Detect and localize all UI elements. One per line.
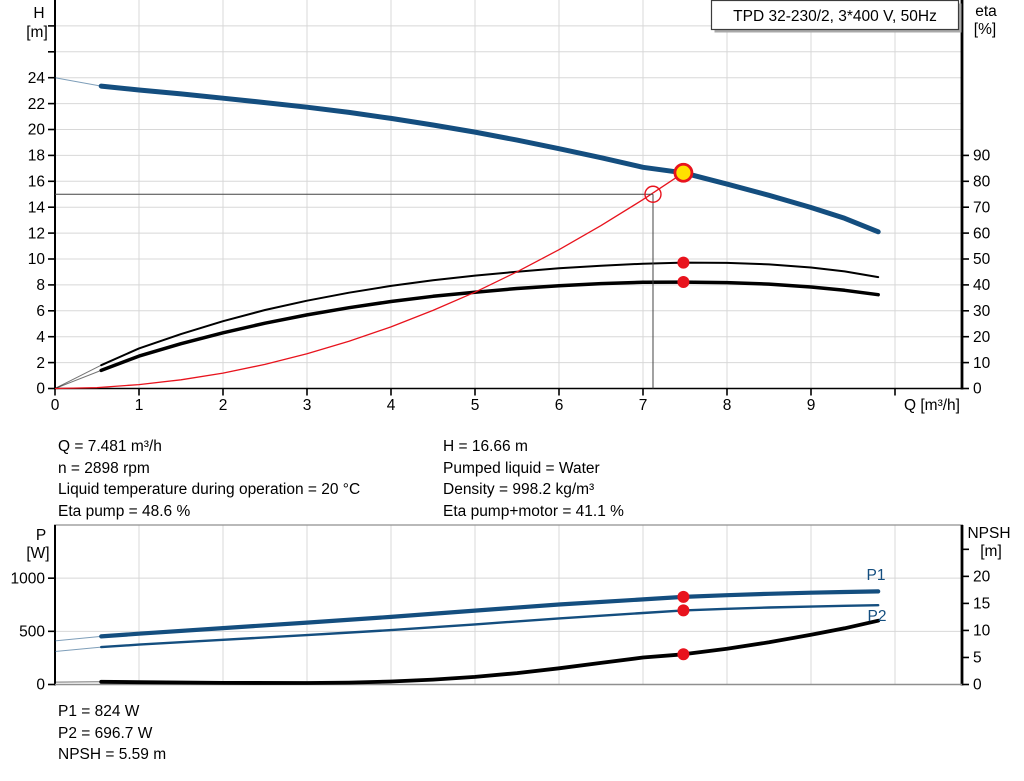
p2-series-label: P2 xyxy=(868,608,887,625)
info-line-temperature: Liquid temperature during operation = 20… xyxy=(58,481,361,499)
left-axis-tick-label: 12 xyxy=(28,225,45,242)
x-axis-tick-label: 5 xyxy=(471,397,480,414)
system-curve xyxy=(54,172,684,390)
npsh-axis-title: NPSH xyxy=(967,525,1010,542)
info-line-n: n = 2898 rpm xyxy=(58,459,150,477)
duty-point-marker xyxy=(673,162,694,183)
left-axis-tick-label: 18 xyxy=(28,148,45,165)
right-axis-tick-label: 30 xyxy=(973,303,991,320)
left-axis-tick-label: 1000 xyxy=(11,570,46,587)
x-axis-tick-label: 4 xyxy=(387,397,396,414)
x-axis-tick-label: 0 xyxy=(51,397,60,414)
info-line-p2: P2 = 696.7 W xyxy=(58,724,153,742)
x-axis-tick-label: 7 xyxy=(639,397,648,414)
left-axis-tick-label: 6 xyxy=(36,303,45,320)
left-axis-tick-label: 4 xyxy=(36,329,45,346)
value-dot-marker xyxy=(677,604,690,617)
right-axis-tick-label: 20 xyxy=(973,329,991,346)
P2-curve xyxy=(99,604,880,649)
left-axis-tick-label: 16 xyxy=(28,174,45,191)
p-axis-unit: [W] xyxy=(26,545,49,562)
P2-curve-lead-in xyxy=(54,646,102,652)
left-axis-tick-label: 0 xyxy=(36,677,45,694)
right-axis-tick-label: 50 xyxy=(973,251,991,268)
title-box: TPD 32-230/2, 3*400 V, 50Hz xyxy=(710,0,962,33)
value-dot-marker xyxy=(677,276,690,289)
info-line-npsh: NPSH = 5.59 m xyxy=(58,746,167,764)
left-axis-tick-label: 22 xyxy=(28,96,45,113)
info-line-eta-pump: Eta pump = 48.6 % xyxy=(58,502,191,520)
power-npsh-chart: 0 500 1000 0 5 10 15 20 xyxy=(11,524,991,694)
q-axis-title: Q [m³/h] xyxy=(904,397,960,414)
value-dot-marker xyxy=(677,256,690,269)
x-axis-tick-label: 2 xyxy=(219,397,228,414)
x-axis-tick-label: 6 xyxy=(555,397,564,414)
duty-info-left: Q = 7.481 m³/h n = 2898 rpm Liquid tempe… xyxy=(58,436,360,522)
power-info: P1 = 824 W P2 = 696.7 W NPSH = 5.59 m xyxy=(58,701,166,766)
right-axis-tick-label: 20 xyxy=(973,569,991,586)
right-axis-tick-label: 15 xyxy=(973,596,990,613)
info-line-liquid: Pumped liquid = Water xyxy=(443,459,600,477)
left-axis-tick-label: 20 xyxy=(28,122,46,139)
eta-pump-motor xyxy=(99,280,880,373)
eta-pump-motor-lead-in xyxy=(54,369,102,389)
p-axis-title: P xyxy=(36,527,46,544)
left-axis-tick-label: 500 xyxy=(19,624,45,641)
x-axis-tick-label: 8 xyxy=(723,397,732,414)
info-line-density: Density = 998.2 kg/m³ xyxy=(443,481,595,499)
right-axis-tick-label: 60 xyxy=(973,225,991,242)
right-axis-tick-label: 0 xyxy=(973,381,982,398)
info-line-q: Q = 7.481 m³/h xyxy=(58,438,162,455)
right-axis-tick-label: 10 xyxy=(973,355,991,372)
left-axis-tick-label: 8 xyxy=(36,277,45,294)
rated-point-marker xyxy=(644,185,662,203)
x-axis-tick-label: 9 xyxy=(807,397,816,414)
p1-series-label: P1 xyxy=(867,567,886,584)
QH-curve-lead-in xyxy=(54,77,102,87)
left-axis-tick-label: 24 xyxy=(28,70,46,87)
eta-pump-lead-in xyxy=(54,364,102,389)
right-axis-tick-label: 0 xyxy=(973,677,982,694)
x-axis-tick-label: 3 xyxy=(303,397,312,414)
chart-title: TPD 32-230/2, 3*400 V, 50Hz xyxy=(733,8,937,25)
right-axis-tick-label: 5 xyxy=(973,650,982,667)
P1-curve xyxy=(99,589,881,639)
left-axis-tick-label: 10 xyxy=(28,251,46,268)
info-line-eta-pump-motor: Eta pump+motor = 41.1 % xyxy=(443,502,624,520)
right-axis-tick-label: 70 xyxy=(973,199,991,216)
title-box-frame xyxy=(710,0,960,31)
left-axis-tick-label: 14 xyxy=(28,199,46,216)
P1-curve-lead-in xyxy=(54,635,102,642)
npsh-axis-unit: [m] xyxy=(980,543,1002,560)
right-axis-tick-label: 90 xyxy=(973,148,991,165)
eta-pump xyxy=(100,261,880,367)
right-axis-tick-label: 80 xyxy=(973,174,991,191)
right-axis-tick-label: 10 xyxy=(973,623,991,640)
eta-axis-unit: [%] xyxy=(974,21,996,38)
h-axis-unit: [m] xyxy=(26,24,48,41)
eta-axis-title: eta xyxy=(975,3,997,20)
value-dot-marker xyxy=(677,648,690,661)
info-line-h: H = 16.66 m xyxy=(443,438,528,455)
duty-info-right: H = 16.66 m Pumped liquid = Water Densit… xyxy=(443,436,624,522)
qh-eta-chart: 0246810121416182022240102030405060708090… xyxy=(28,0,991,414)
right-axis-tick-label: 40 xyxy=(973,277,991,294)
left-axis-tick-label: 2 xyxy=(36,355,45,372)
info-line-p1: P1 = 824 W xyxy=(58,703,140,720)
x-axis-tick-label: 1 xyxy=(135,397,144,414)
h-axis-title: H xyxy=(33,5,44,22)
left-axis-tick-label: 0 xyxy=(36,381,45,398)
QH-curve xyxy=(98,83,881,235)
NPSH-curve xyxy=(99,618,881,685)
value-dot-marker xyxy=(677,590,690,603)
